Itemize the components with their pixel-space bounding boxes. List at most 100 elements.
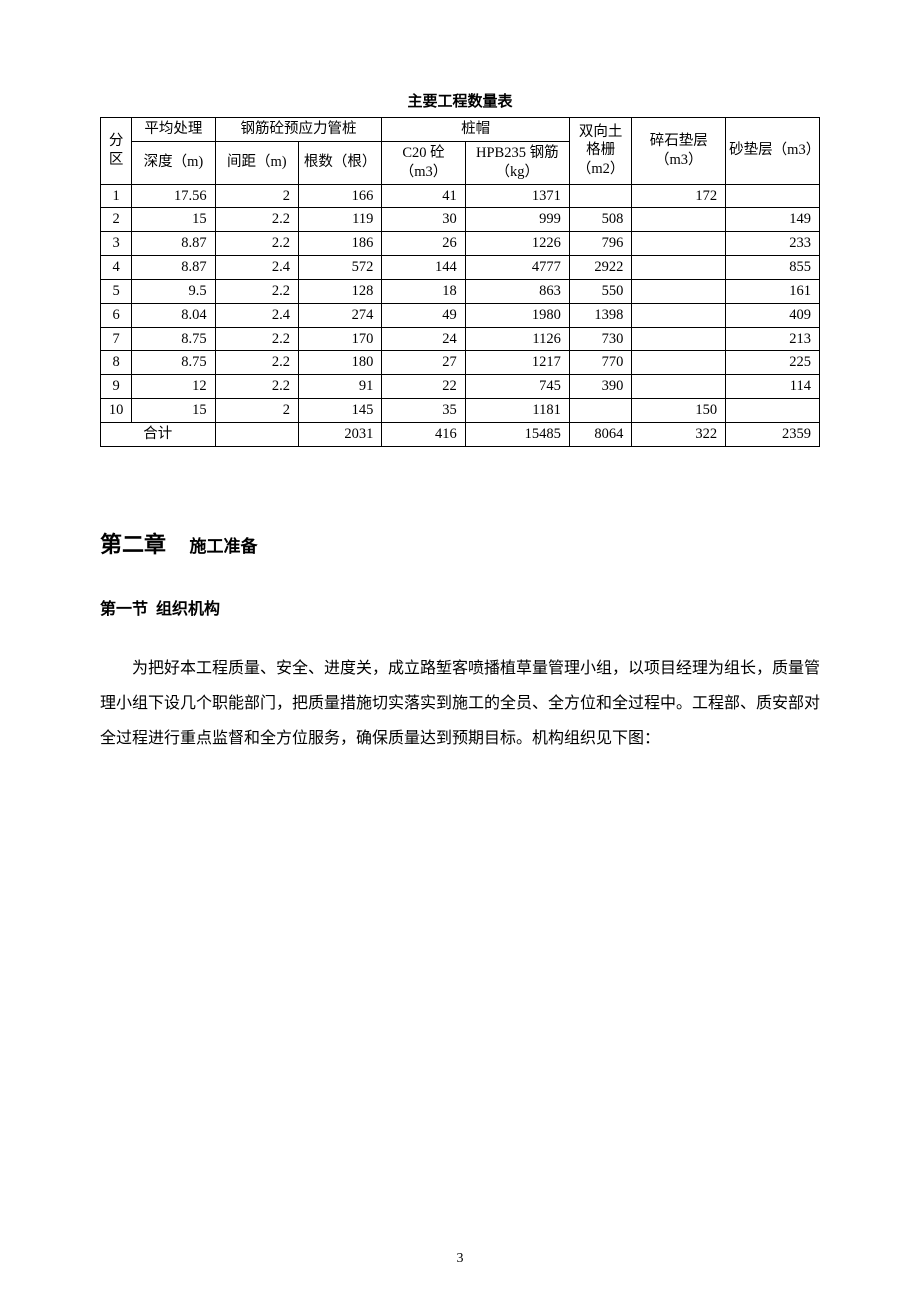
cell-grid: 1398 [569,303,632,327]
cell-hpb: 1371 [465,184,569,208]
cell-sand: 409 [726,303,820,327]
cell-spacing: 2.2 [215,279,298,303]
table-row: 78.752.2170241126730213 [101,327,820,351]
th-spacing: 间距（m) [215,141,298,184]
cell-depth: 8.75 [132,327,215,351]
cell-sand: 114 [726,375,820,399]
cell-total-sand: 2359 [726,422,820,446]
cell-sand: 213 [726,327,820,351]
body-paragraph: 为把好本工程质量、安全、进度关，成立路堑客喷播植草量管理小组，以项目经理为组长，… [100,651,820,757]
cell-total-grid: 8064 [569,422,632,446]
cell-gravel: 150 [632,399,726,423]
table-row: 88.752.2180271217770 225 [101,351,820,375]
cell-sand: 149 [726,208,820,232]
cell-grid: 390 [569,375,632,399]
table-row: 9122.29122745390114 [101,375,820,399]
cell-zone: 6 [101,303,132,327]
chapter-heading: 第二章 施工准备 [100,527,820,559]
cell-c20: 41 [382,184,465,208]
cell-hpb: 1980 [465,303,569,327]
quantity-table: 分区 平均处理 钢筋砼预应力管桩 桩帽 双向土格栅（m2） 碎石垫层（m3） 砂… [100,117,820,447]
table-row: 48.872.457214447772922855 [101,256,820,280]
cell-zone: 9 [101,375,132,399]
cell-zone: 3 [101,232,132,256]
cell-depth: 8.87 [132,232,215,256]
cell-zone: 1 [101,184,132,208]
cell-total-gravel: 322 [632,422,726,446]
cell-spacing: 2.2 [215,327,298,351]
cell-spacing: 2.2 [215,375,298,399]
paragraph-text: 为把好本工程质量、安全、进度关，成立路堑客喷播植草量管理小组，以项目经理为组长，… [100,651,820,757]
cell-hpb: 1181 [465,399,569,423]
cell-depth: 15 [132,208,215,232]
cell-total-spacing [215,422,298,446]
cell-count: 274 [298,303,381,327]
cell-zone: 10 [101,399,132,423]
cell-c20: 18 [382,279,465,303]
table-row: 2152.211930999508149 [101,208,820,232]
chapter-title: 施工准备 [190,537,258,556]
th-depth: 深度（m) [132,141,215,184]
cell-zone: 8 [101,351,132,375]
cell-c20: 22 [382,375,465,399]
cell-spacing: 2 [215,399,298,423]
table-row: 38.872.2186261226796233 [101,232,820,256]
table-row: 10152145351181 150 [101,399,820,423]
cell-count: 170 [298,327,381,351]
cell-c20: 144 [382,256,465,280]
cell-sand: 233 [726,232,820,256]
cell-count: 145 [298,399,381,423]
cell-total-c20: 416 [382,422,465,446]
table-row: 68.042.42744919801398409 [101,303,820,327]
cell-hpb: 1126 [465,327,569,351]
section-heading: 第一节 组织机构 [100,595,820,619]
th-hpb: HPB235 钢筋（kg） [465,141,569,184]
cell-depth: 17.56 [132,184,215,208]
cell-c20: 30 [382,208,465,232]
cell-sand: 225 [726,351,820,375]
cell-gravel [632,232,726,256]
cell-c20: 27 [382,351,465,375]
cell-spacing: 2.2 [215,351,298,375]
cell-grid [569,399,632,423]
cell-depth: 8.04 [132,303,215,327]
th-gravel: 碎石垫层（m3） [632,118,726,185]
cell-count: 166 [298,184,381,208]
cell-spacing: 2.2 [215,208,298,232]
cell-grid [569,184,632,208]
cell-grid: 730 [569,327,632,351]
cell-depth: 9.5 [132,279,215,303]
cell-grid: 508 [569,208,632,232]
cell-c20: 26 [382,232,465,256]
cell-sand [726,184,820,208]
cell-grid: 550 [569,279,632,303]
cell-grid: 770 [569,351,632,375]
cell-count: 180 [298,351,381,375]
cell-spacing: 2.4 [215,256,298,280]
cell-grid: 796 [569,232,632,256]
cell-count: 91 [298,375,381,399]
cell-c20: 35 [382,399,465,423]
cell-gravel [632,279,726,303]
th-cap-group: 桩帽 [382,118,570,142]
table-total-row: 合计20314161548580643222359 [101,422,820,446]
table-row: 117.562166411371172 [101,184,820,208]
cell-c20: 24 [382,327,465,351]
cell-depth: 8.87 [132,256,215,280]
cell-depth: 15 [132,399,215,423]
section-title: 组织机构 [156,601,220,618]
th-grid: 双向土格栅（m2） [569,118,632,185]
th-zone: 分区 [101,118,132,185]
table-row: 59.52.212818863550161 [101,279,820,303]
cell-count: 119 [298,208,381,232]
chapter-number: 第二章 [100,532,166,557]
cell-hpb: 4777 [465,256,569,280]
th-count: 根数（根） [298,141,381,184]
cell-hpb: 1217 [465,351,569,375]
th-c20: C20 砼（m3） [382,141,465,184]
cell-hpb: 863 [465,279,569,303]
cell-depth: 8.75 [132,351,215,375]
cell-gravel [632,375,726,399]
cell-hpb: 999 [465,208,569,232]
th-pile-group: 钢筋砼预应力管桩 [215,118,382,142]
